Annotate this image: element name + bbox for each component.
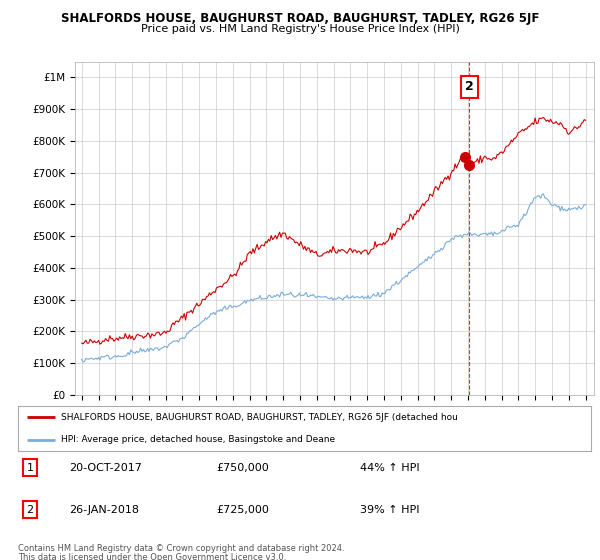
Text: 26-JAN-2018: 26-JAN-2018 — [69, 505, 139, 515]
Text: SHALFORDS HOUSE, BAUGHURST ROAD, BAUGHURST, TADLEY, RG26 5JF: SHALFORDS HOUSE, BAUGHURST ROAD, BAUGHUR… — [61, 12, 539, 25]
Text: Contains HM Land Registry data © Crown copyright and database right 2024.: Contains HM Land Registry data © Crown c… — [18, 544, 344, 553]
Text: 2: 2 — [26, 505, 34, 515]
Text: £750,000: £750,000 — [216, 463, 269, 473]
Text: SHALFORDS HOUSE, BAUGHURST ROAD, BAUGHURST, TADLEY, RG26 5JF (detached hou: SHALFORDS HOUSE, BAUGHURST ROAD, BAUGHUR… — [61, 413, 458, 422]
Text: 2: 2 — [465, 81, 474, 94]
Text: £725,000: £725,000 — [216, 505, 269, 515]
Text: 1: 1 — [26, 463, 34, 473]
Text: 39% ↑ HPI: 39% ↑ HPI — [360, 505, 419, 515]
Text: 20-OCT-2017: 20-OCT-2017 — [69, 463, 142, 473]
Text: Price paid vs. HM Land Registry's House Price Index (HPI): Price paid vs. HM Land Registry's House … — [140, 24, 460, 34]
Text: This data is licensed under the Open Government Licence v3.0.: This data is licensed under the Open Gov… — [18, 553, 286, 560]
Text: 44% ↑ HPI: 44% ↑ HPI — [360, 463, 419, 473]
Text: HPI: Average price, detached house, Basingstoke and Deane: HPI: Average price, detached house, Basi… — [61, 435, 335, 444]
